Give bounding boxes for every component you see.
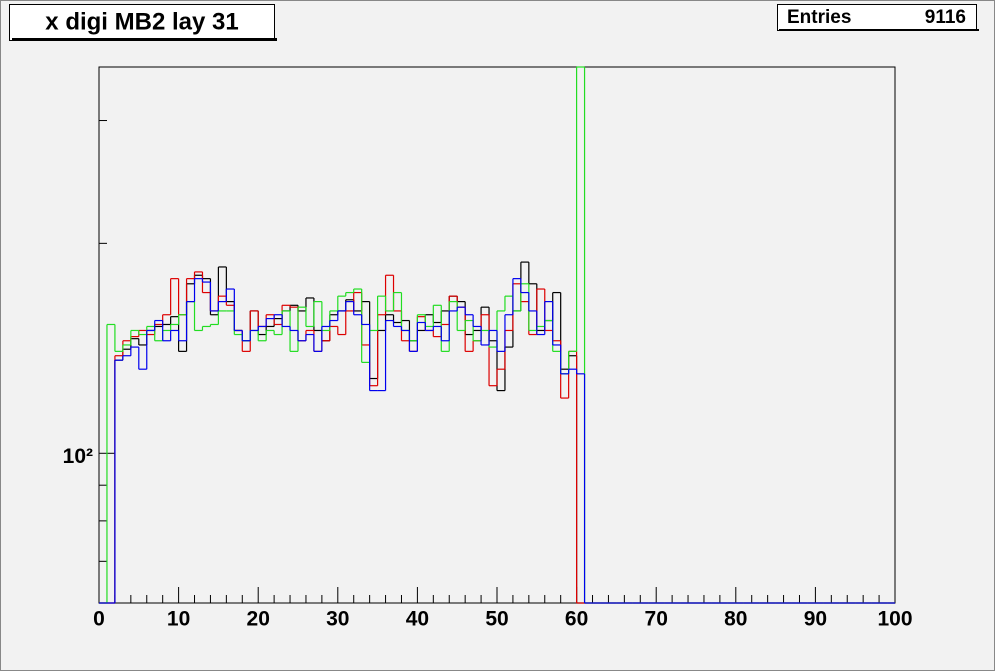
stats-box (777, 4, 977, 31)
chart-title: x digi MB2 lay 31 (45, 8, 238, 35)
stats-label: Entries (787, 7, 851, 28)
x-tick-label: 20 (247, 608, 270, 631)
x-tick-label: 10 (167, 608, 190, 631)
x-tick-label: 80 (724, 608, 747, 631)
x-tick-label: 70 (645, 608, 668, 631)
x-tick-label: 0 (93, 608, 105, 631)
bin-edges (114, 278, 586, 603)
title-box (9, 4, 275, 41)
x-tick-label: 60 (565, 608, 588, 631)
x-tick-label: 40 (406, 608, 429, 631)
x-tick-label: 100 (877, 608, 912, 631)
y-tick-label: 10² (63, 445, 93, 468)
x-tick-label: 90 (804, 608, 827, 631)
title-shadow (12, 38, 277, 41)
x-tick-label: 50 (485, 608, 508, 631)
stats-shadow (779, 29, 979, 31)
x-tick-label: 30 (326, 608, 349, 631)
stats-value: 9116 (925, 7, 966, 28)
